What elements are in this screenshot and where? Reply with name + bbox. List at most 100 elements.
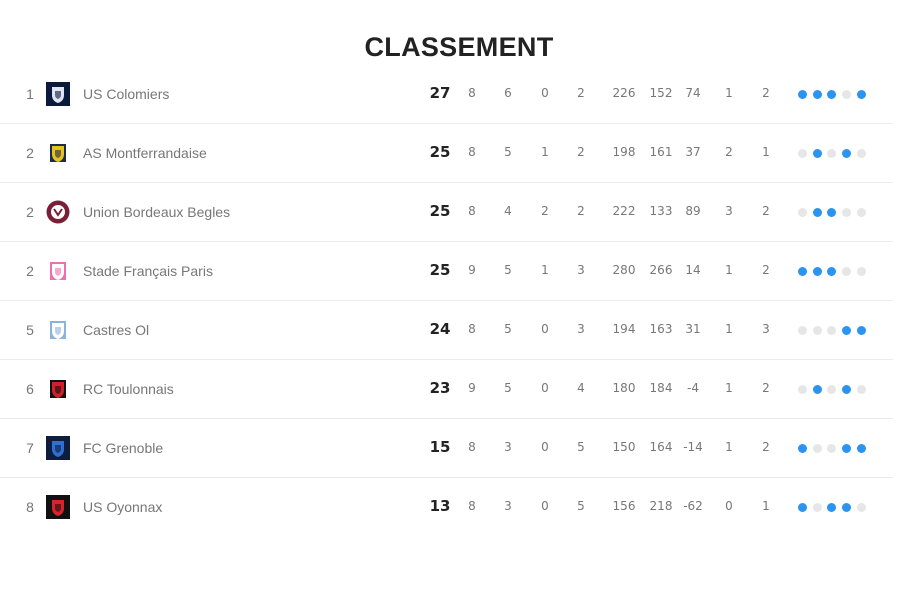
form-dot: [812, 90, 822, 99]
form-dot: [842, 444, 851, 453]
stat-cell: 3: [725, 204, 733, 218]
stat-cell: 2: [725, 145, 733, 159]
stat-cell: 222: [612, 204, 636, 218]
ubb-logo-icon: [46, 200, 70, 224]
form-dot: [798, 149, 807, 158]
points: 15: [429, 438, 451, 456]
points: 27: [429, 84, 451, 102]
stat-cell: 2: [577, 145, 585, 159]
team-name[interactable]: Stade Français Paris: [83, 263, 213, 279]
stat-cell: 218: [649, 499, 673, 513]
stat-cell: 5: [504, 322, 512, 336]
stat-cell: 8: [468, 499, 476, 513]
form-dot: [827, 267, 836, 276]
table-row[interactable]: 8 US Oyonnax 13 8 3 0 5 156 218 -62 0 1: [0, 478, 893, 536]
asm-logo-icon: [50, 144, 66, 162]
team-name[interactable]: Union Bordeaux Begles: [83, 204, 231, 220]
stat-cell: 3: [762, 322, 770, 336]
us-oyonnax-logo-icon: [46, 495, 70, 519]
form-dot: [827, 444, 836, 453]
form-dot: [798, 503, 807, 512]
rank: 5: [26, 322, 34, 338]
stat-cell: 1: [725, 322, 733, 336]
team-name[interactable]: US Colomiers: [83, 86, 170, 102]
form-dot: [856, 444, 866, 453]
stat-cell: 1: [725, 86, 733, 100]
table-row[interactable]: 5 Castres Ol 24 8 5 0 3 194 163 31 1 3: [0, 301, 893, 360]
stat-cell: 0: [541, 499, 549, 513]
form-dot: [856, 267, 866, 276]
form-dot: [842, 208, 851, 217]
form-dot: [827, 326, 836, 335]
stat-cell: 0: [541, 381, 549, 395]
form-dot: [827, 385, 836, 394]
stat-cell: 8: [468, 145, 476, 159]
team-name[interactable]: Castres Ol: [83, 322, 150, 338]
form-dot: [842, 267, 851, 276]
form-dot: [856, 90, 866, 99]
form-dot: [798, 326, 807, 335]
stat-cell: 1: [762, 145, 770, 159]
team-name[interactable]: AS Montferrandaise: [83, 145, 207, 161]
stat-cell: 0: [541, 322, 549, 336]
stat-cell: 2: [762, 263, 770, 277]
table-row[interactable]: 1 US Colomiers 27 8 6 0 2 226 152 74 1 2: [0, 65, 893, 124]
stat-cell: 161: [649, 145, 673, 159]
stat-cell: 2: [762, 86, 770, 100]
stat-cell: 180: [612, 381, 636, 395]
team-name[interactable]: US Oyonnax: [83, 499, 163, 515]
form-dot: [827, 149, 836, 158]
stat-cell: 152: [649, 86, 673, 100]
points: 23: [429, 379, 451, 397]
stat-cell: 4: [577, 381, 585, 395]
stat-cell: 3: [504, 440, 512, 454]
rank: 2: [26, 204, 34, 220]
stat-cell: 266: [649, 263, 673, 277]
stat-cell: 8: [468, 86, 476, 100]
form-dot: [842, 149, 851, 158]
stat-cell: 280: [612, 263, 636, 277]
form-dot: [812, 149, 822, 158]
form-dot: [798, 385, 807, 394]
stat-cell: 184: [649, 381, 673, 395]
form-dot: [798, 444, 807, 453]
points: 24: [429, 320, 451, 338]
stat-cell: 74: [685, 86, 701, 100]
stat-cell: 133: [649, 204, 673, 218]
stat-cell: 8: [468, 322, 476, 336]
stat-cell: 3: [577, 263, 585, 277]
stat-cell: 14: [685, 263, 701, 277]
stat-cell: 163: [649, 322, 673, 336]
stat-cell: -62: [683, 499, 703, 513]
stat-cell: 5: [577, 440, 585, 454]
form-dot: [812, 444, 822, 453]
form-dot: [812, 208, 822, 217]
points: 25: [429, 261, 451, 279]
form-dot: [842, 90, 851, 99]
form-dot: [842, 326, 851, 335]
table-row[interactable]: 2 Stade Français Paris 25 9 5 1 3 280 266 14 1 2: [0, 242, 893, 301]
stat-cell: 1: [725, 263, 733, 277]
stat-cell: 8: [468, 204, 476, 218]
rank: 2: [26, 263, 34, 279]
table-row[interactable]: 2 Union Bordeaux Begles 25 8 4 2 2 222 133 89 3…: [0, 183, 893, 242]
stat-cell: 8: [468, 440, 476, 454]
table-row[interactable]: 6 RC Toulonnais 23 9 5 0 4 180 184 -4 1 2: [0, 360, 893, 419]
stat-cell: 1: [725, 440, 733, 454]
form-dot: [798, 267, 807, 276]
form-dot: [812, 267, 822, 276]
stat-cell: 3: [504, 499, 512, 513]
stat-cell: 156: [612, 499, 636, 513]
form-dot: [842, 385, 851, 394]
table-row[interactable]: 2 AS Montferrandaise 25 8 5 1 2 198 161 37 2 1: [0, 124, 893, 183]
team-name[interactable]: RC Toulonnais: [83, 381, 174, 397]
stat-cell: 2: [577, 86, 585, 100]
rank: 1: [26, 86, 34, 102]
rank: 2: [26, 145, 34, 161]
form-dot: [856, 326, 866, 335]
stat-cell: 6: [504, 86, 512, 100]
form-dot: [856, 385, 866, 394]
table-row[interactable]: 7 FC Grenoble 15 8 3 0 5 150 164 -14 1 2: [0, 419, 893, 478]
form-dot: [812, 503, 822, 512]
team-name[interactable]: FC Grenoble: [83, 440, 164, 456]
